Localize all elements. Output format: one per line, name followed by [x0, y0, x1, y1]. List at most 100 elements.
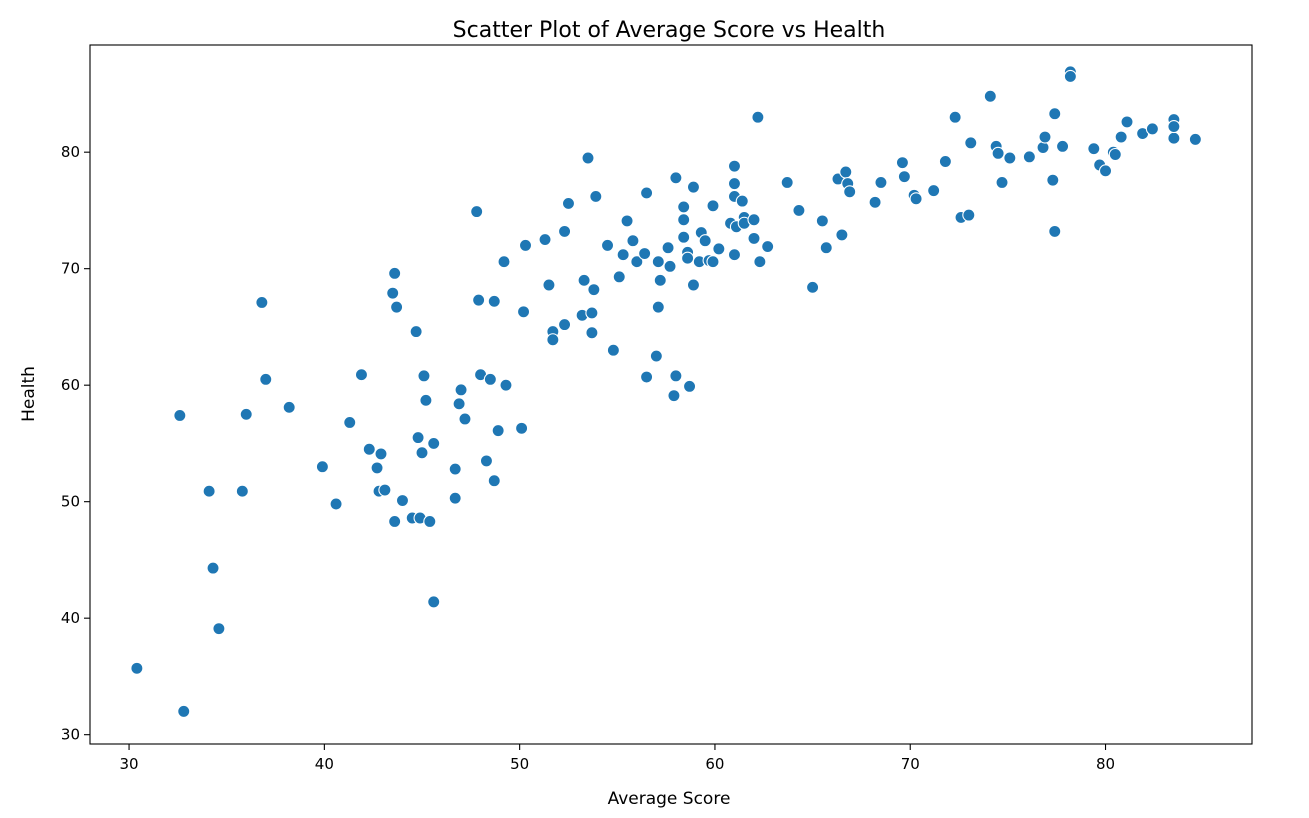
data-point [727, 177, 742, 191]
y-tick-label: 50 [61, 493, 80, 511]
data-point [417, 369, 431, 383]
data-point [585, 326, 599, 340]
data-point [362, 442, 376, 456]
data-point [938, 154, 952, 169]
data-point [589, 189, 603, 203]
data-point [806, 280, 820, 294]
data-point [1098, 164, 1113, 178]
data-point [259, 372, 273, 386]
data-point [409, 325, 423, 339]
plot-frame [89, 44, 1253, 745]
data-point [411, 431, 425, 445]
data-point [843, 185, 857, 199]
data-point [202, 484, 216, 498]
data-point [620, 214, 634, 228]
data-point [727, 159, 742, 173]
data-point [1022, 150, 1036, 164]
x-tick-label: 50 [510, 755, 529, 773]
x-tick-label: 80 [1096, 755, 1115, 773]
data-point [239, 407, 253, 421]
data-point [415, 446, 429, 460]
data-point [448, 462, 462, 476]
data-point [343, 415, 357, 430]
data-point [395, 493, 410, 508]
data-point [835, 228, 849, 242]
data-point [458, 412, 472, 426]
x-tick-label: 40 [315, 755, 334, 773]
data-point [753, 255, 767, 269]
data-point [630, 255, 644, 269]
data-point [390, 300, 404, 314]
data-point [354, 368, 369, 382]
data-point [839, 165, 853, 179]
data-point [1167, 120, 1181, 134]
data-point [1048, 107, 1062, 121]
data-point [868, 195, 882, 209]
data-point [1120, 115, 1134, 129]
data-point [470, 205, 484, 219]
data-point [479, 454, 493, 468]
data-point [677, 213, 691, 227]
data-point [751, 110, 765, 124]
data-point [1036, 140, 1050, 155]
data-point [606, 343, 620, 357]
data-point [497, 255, 511, 269]
data-point [927, 184, 941, 198]
data-point [499, 378, 513, 392]
data-point [315, 460, 329, 474]
data-point [173, 408, 187, 423]
data-point [626, 234, 640, 248]
y-tick-label: 80 [61, 143, 80, 161]
data-point [819, 241, 833, 255]
data-point [909, 192, 923, 206]
data-point [706, 199, 720, 213]
data-point [374, 447, 388, 461]
data-point [677, 200, 691, 214]
y-tick-label: 60 [61, 376, 80, 394]
data-point [378, 483, 392, 497]
data-point [1188, 132, 1202, 146]
y-axis: 30 40 50 60 70 80 [61, 143, 90, 744]
data-point [640, 370, 654, 384]
data-point [487, 474, 501, 488]
data-point [948, 110, 962, 124]
data-point [651, 300, 665, 314]
data-point [487, 294, 501, 308]
data-point [792, 203, 806, 217]
data-point [686, 180, 701, 194]
data-point [1038, 130, 1052, 144]
data-point [683, 379, 697, 393]
data-point [612, 270, 626, 284]
data-point [686, 278, 701, 292]
data-point [649, 349, 663, 363]
data-point [600, 238, 615, 252]
data-point [370, 461, 384, 475]
data-point [546, 333, 560, 347]
data-point [538, 233, 552, 247]
data-point [667, 389, 681, 403]
data-point [897, 170, 911, 184]
data-point [681, 251, 695, 265]
data-point [964, 136, 978, 150]
data-point [419, 393, 433, 407]
data-point [585, 306, 599, 320]
data-point [472, 293, 486, 307]
data-point [206, 561, 220, 575]
data-point [962, 208, 976, 222]
data-point [518, 238, 533, 252]
y-tick-label: 30 [61, 726, 80, 744]
data-point [1063, 69, 1077, 84]
data-point [1056, 139, 1070, 153]
x-tick-label: 30 [120, 755, 139, 773]
data-point [874, 175, 888, 190]
data-point [577, 273, 591, 287]
data-point [515, 421, 529, 435]
data-point [282, 400, 296, 414]
y-tick-label: 40 [61, 609, 80, 627]
data-point [329, 497, 343, 511]
data-point [558, 224, 572, 238]
data-point [587, 283, 601, 297]
data-point [651, 255, 665, 269]
data-point [130, 661, 144, 675]
